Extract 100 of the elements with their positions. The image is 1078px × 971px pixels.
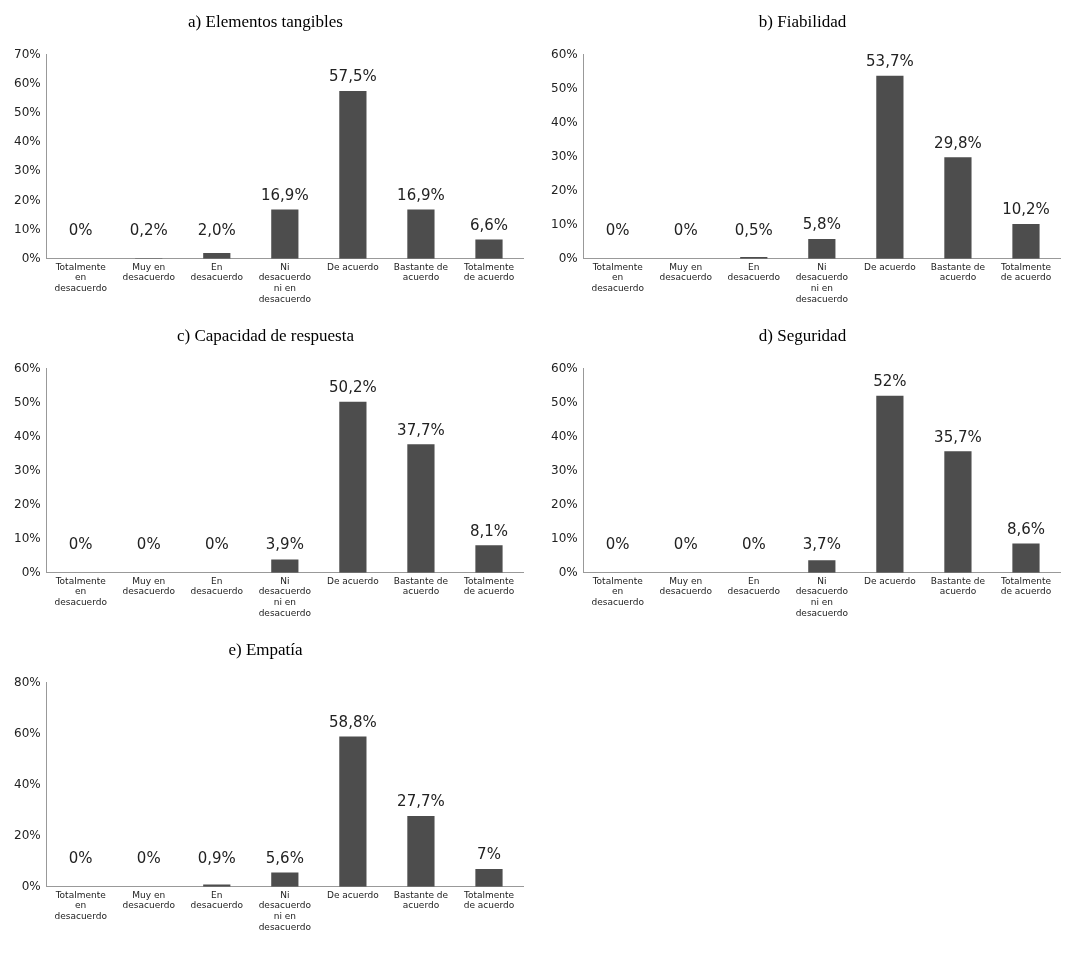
y-tick-label: 0% <box>21 250 41 265</box>
x-tick-label: Totalmente de acuerdo <box>999 575 1052 597</box>
x-tick-label: Bastante de acuerdo <box>393 889 449 911</box>
data-label: 58,8% <box>329 712 377 731</box>
y-tick-label: 0% <box>21 564 41 579</box>
x-tick-label: En desacuerdo <box>727 261 781 283</box>
y-tick-label: 20% <box>14 827 41 842</box>
y-tick-label: 60% <box>14 360 41 375</box>
x-tick-label: Totalmente en desacuerdo <box>54 575 108 608</box>
x-tick-label: Ni desacuerdo ni en desacuerdo <box>795 261 849 304</box>
data-label: 37,7% <box>397 420 445 439</box>
y-tick-label: 40% <box>551 114 578 129</box>
chart-title: c) Capacidad de respuesta <box>177 325 355 345</box>
bar <box>1012 224 1040 259</box>
y-tick-label: 30% <box>551 148 578 163</box>
x-tick-label: De acuerdo <box>326 575 380 586</box>
y-tick-label: 10% <box>551 216 578 231</box>
x-tick-label: Totalmente de acuerdo <box>462 889 515 911</box>
y-tick-label: 70% <box>14 46 41 61</box>
y-tick-label: 40% <box>14 428 41 443</box>
y-tick-label: 60% <box>14 75 41 90</box>
y-tick-label: 50% <box>551 80 578 95</box>
bar <box>808 560 836 573</box>
bar <box>944 157 972 259</box>
y-tick-label: 10% <box>14 530 41 545</box>
y-tick-label: 10% <box>551 530 578 545</box>
x-tick-label: De acuerdo <box>863 575 917 586</box>
y-tick-label: 80% <box>14 674 41 689</box>
data-label: 50,2% <box>329 378 377 397</box>
y-tick-label: 50% <box>14 104 41 119</box>
data-label: 6,6% <box>469 215 509 234</box>
data-label: 27,7% <box>397 792 445 811</box>
x-tick-label: Bastante de acuerdo <box>393 261 449 283</box>
x-tick-label: Totalmente de acuerdo <box>462 575 515 597</box>
data-label: 3,9% <box>265 535 304 554</box>
data-label: 0,9% <box>197 849 236 868</box>
data-label: 0,5% <box>734 221 773 240</box>
bar <box>1012 543 1040 573</box>
data-label: 0% <box>673 221 698 240</box>
x-tick-label: Muy en desacuerdo <box>122 889 176 911</box>
x-tick-label: Muy en desacuerdo <box>659 261 713 283</box>
data-label: 0% <box>741 535 766 554</box>
y-tick-label: 60% <box>551 46 578 61</box>
data-label: 0% <box>68 849 93 868</box>
bar <box>475 545 503 573</box>
y-tick-label: 40% <box>551 428 578 443</box>
y-tick-label: 50% <box>14 394 41 409</box>
x-tick-label: De acuerdo <box>326 889 380 900</box>
y-tick-label: 20% <box>551 496 578 511</box>
bar <box>271 209 299 259</box>
bar <box>475 868 503 887</box>
data-label: 16,9% <box>261 185 309 204</box>
y-tick-label: 30% <box>14 462 41 477</box>
chart-title: a) Elementos tangibles <box>188 11 343 31</box>
x-tick-label: En desacuerdo <box>727 575 781 597</box>
y-tick-label: 60% <box>14 725 41 740</box>
bar <box>876 395 904 573</box>
data-label: 0% <box>673 535 698 554</box>
y-tick-label: 30% <box>551 462 578 477</box>
bar <box>808 239 836 259</box>
x-tick-label: Ni desacuerdo ni en desacuerdo <box>258 575 312 618</box>
y-tick-label: 20% <box>551 182 578 197</box>
data-label: 57,5% <box>329 67 377 86</box>
x-tick-label: Totalmente de acuerdo <box>462 261 515 283</box>
data-label: 8,1% <box>469 521 509 540</box>
x-tick-label: Muy en desacuerdo <box>122 575 176 597</box>
bar <box>876 75 904 259</box>
bar <box>339 736 367 887</box>
bar <box>407 209 435 259</box>
data-label: 5,6% <box>265 848 304 867</box>
data-label: 5,8% <box>802 215 841 234</box>
chart-title: b) Fiabilidad <box>758 11 847 31</box>
bar <box>271 872 299 887</box>
data-label: 10,2% <box>1002 200 1050 219</box>
data-label: 0% <box>605 535 630 554</box>
y-tick-label: 10% <box>14 221 41 236</box>
x-tick-label: Totalmente en desacuerdo <box>591 261 645 294</box>
bar <box>944 451 972 573</box>
data-label: 29,8% <box>934 133 982 152</box>
x-tick-label: Totalmente en desacuerdo <box>54 889 108 922</box>
data-label: 8,6% <box>1006 519 1046 538</box>
y-tick-label: 20% <box>14 496 41 511</box>
x-tick-label: De acuerdo <box>863 261 917 272</box>
data-label: 0% <box>136 849 161 868</box>
x-tick-label: En desacuerdo <box>190 575 244 597</box>
y-tick-label: 30% <box>14 163 41 178</box>
x-tick-label: Muy en desacuerdo <box>659 575 713 597</box>
bar <box>475 239 503 259</box>
y-tick-label: 40% <box>14 776 41 791</box>
y-tick-label: 0% <box>558 564 578 579</box>
x-tick-label: En desacuerdo <box>190 261 244 283</box>
chart-title: e) Empatía <box>228 639 303 659</box>
y-tick-label: 60% <box>551 360 578 375</box>
bar <box>407 816 435 887</box>
data-label: 0% <box>136 535 161 554</box>
data-label: 7% <box>477 845 501 864</box>
y-tick-label: 0% <box>21 878 41 893</box>
data-label: 2,0% <box>197 221 236 240</box>
x-tick-label: Ni desacuerdo ni en desacuerdo <box>795 575 849 618</box>
x-tick-label: Totalmente en desacuerdo <box>591 575 645 608</box>
